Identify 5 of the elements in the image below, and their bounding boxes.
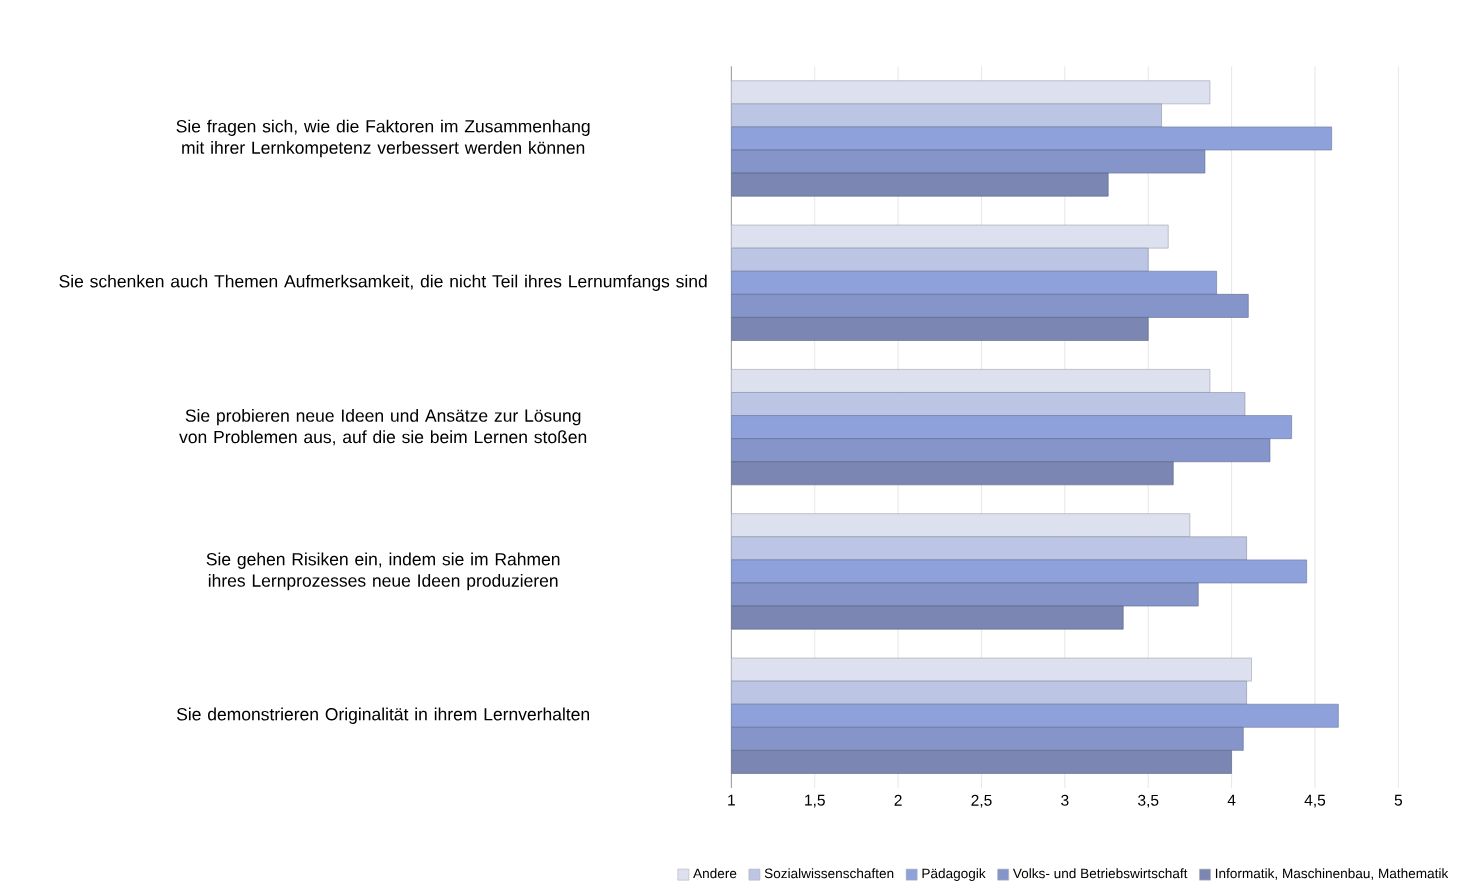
y-tick-label: Sie probieren neue Ideen und Ansätze zur Lösung von Problemen aus, auf die sie beim Lernen stoßen (179, 408, 587, 445)
y-tick-label: Sie gehen Risiken ein, indem sie im Rahmen ihres Lernprozesses neue Ideen produzieren (206, 552, 560, 590)
y-tick-label: Sie schenken auch Themen Aufmerksamkeit, die nicht Teil ihres Lernumfangs sind (59, 274, 707, 291)
y-tick-label: Sie fragen sich, wie die Faktoren im Zusammenhang mit ihrer Lernkompetenz verbessert werden können (176, 119, 590, 157)
y-tick-label: Sie demonstrieren Originalität in ihrem Lernverhalten (176, 707, 589, 724)
